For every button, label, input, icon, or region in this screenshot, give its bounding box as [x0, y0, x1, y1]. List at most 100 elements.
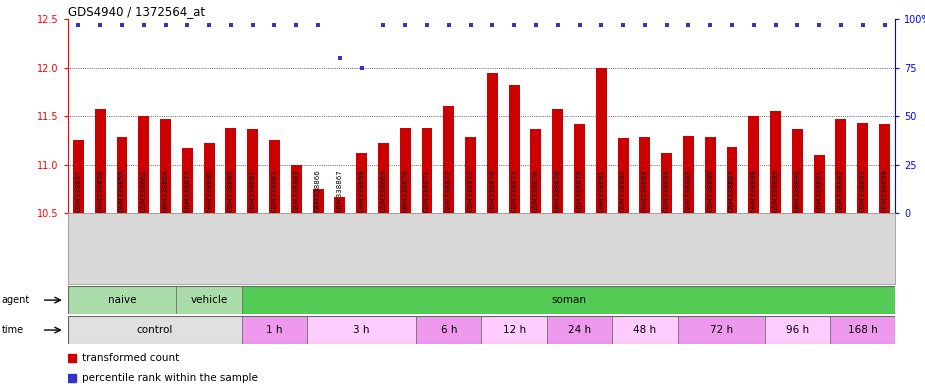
Point: [136, 22, 151, 28]
Point: [616, 22, 631, 28]
Point: [485, 22, 500, 28]
Text: 72 h: 72 h: [709, 325, 733, 335]
Bar: [857, 123, 869, 213]
Text: 6 h: 6 h: [440, 325, 457, 335]
Text: 12 h: 12 h: [502, 325, 525, 335]
Point: [812, 22, 827, 28]
Point: [594, 22, 609, 28]
Bar: [269, 141, 280, 213]
Text: soman: soman: [551, 295, 586, 305]
Bar: [290, 165, 302, 213]
Point: [376, 22, 391, 28]
Point: [441, 22, 456, 28]
Bar: [748, 116, 759, 213]
Point: [703, 22, 718, 28]
Point: [528, 22, 543, 28]
Point: [202, 22, 216, 28]
Point: [637, 22, 652, 28]
Text: 3 h: 3 h: [353, 325, 370, 335]
Text: 24 h: 24 h: [568, 325, 591, 335]
Text: 96 h: 96 h: [786, 325, 809, 335]
Point: [398, 22, 413, 28]
Bar: [356, 153, 367, 213]
Bar: [771, 111, 781, 213]
Bar: [639, 137, 650, 213]
Bar: [792, 129, 803, 213]
Bar: [487, 73, 498, 213]
Bar: [400, 128, 411, 213]
Bar: [677, 316, 765, 344]
Point: [71, 22, 86, 28]
Bar: [422, 128, 433, 213]
Point: [354, 65, 369, 71]
Bar: [117, 137, 128, 213]
Bar: [547, 316, 612, 344]
Bar: [307, 316, 416, 344]
Point: [180, 22, 195, 28]
Bar: [378, 143, 388, 213]
Bar: [765, 316, 830, 344]
Point: [833, 22, 848, 28]
Bar: [204, 143, 215, 213]
Bar: [94, 109, 105, 213]
Point: [572, 22, 586, 28]
Point: [790, 22, 805, 28]
Point: [245, 22, 260, 28]
Bar: [443, 106, 454, 213]
Bar: [574, 124, 585, 213]
Bar: [835, 119, 846, 213]
Point: [158, 22, 173, 28]
Bar: [726, 147, 737, 213]
Bar: [612, 316, 677, 344]
Bar: [416, 316, 481, 344]
Bar: [683, 136, 694, 213]
Point: [267, 22, 282, 28]
Bar: [177, 286, 241, 314]
Bar: [68, 316, 241, 344]
Point: [856, 22, 870, 28]
Bar: [661, 153, 672, 213]
Bar: [552, 109, 563, 213]
Text: control: control: [137, 325, 173, 335]
Bar: [509, 85, 520, 213]
Text: transformed count: transformed count: [81, 353, 179, 363]
Bar: [530, 129, 541, 213]
Point: [311, 22, 326, 28]
Bar: [247, 129, 258, 213]
Point: [877, 22, 892, 28]
Bar: [335, 197, 345, 213]
Text: time: time: [2, 325, 24, 335]
Bar: [241, 316, 307, 344]
Bar: [68, 286, 177, 314]
Text: 1 h: 1 h: [266, 325, 283, 335]
Point: [224, 22, 239, 28]
Point: [507, 22, 522, 28]
Bar: [160, 119, 171, 213]
Bar: [705, 137, 716, 213]
Point: [550, 22, 565, 28]
Text: agent: agent: [2, 295, 31, 305]
Point: [724, 22, 739, 28]
Bar: [73, 141, 84, 213]
Bar: [596, 68, 607, 213]
Point: [332, 55, 347, 61]
Bar: [481, 316, 547, 344]
Point: [463, 22, 478, 28]
Bar: [241, 286, 895, 314]
Text: percentile rank within the sample: percentile rank within the sample: [81, 373, 258, 383]
Bar: [182, 148, 192, 213]
Bar: [618, 139, 628, 213]
Bar: [313, 189, 324, 213]
Text: 48 h: 48 h: [634, 325, 657, 335]
Bar: [814, 155, 824, 213]
Point: [681, 22, 696, 28]
Text: 168 h: 168 h: [848, 325, 878, 335]
Text: vehicle: vehicle: [191, 295, 228, 305]
Bar: [226, 128, 237, 213]
Bar: [139, 116, 149, 213]
Point: [420, 22, 435, 28]
Bar: [465, 137, 476, 213]
Point: [768, 22, 783, 28]
Point: [660, 22, 674, 28]
Bar: [830, 316, 895, 344]
